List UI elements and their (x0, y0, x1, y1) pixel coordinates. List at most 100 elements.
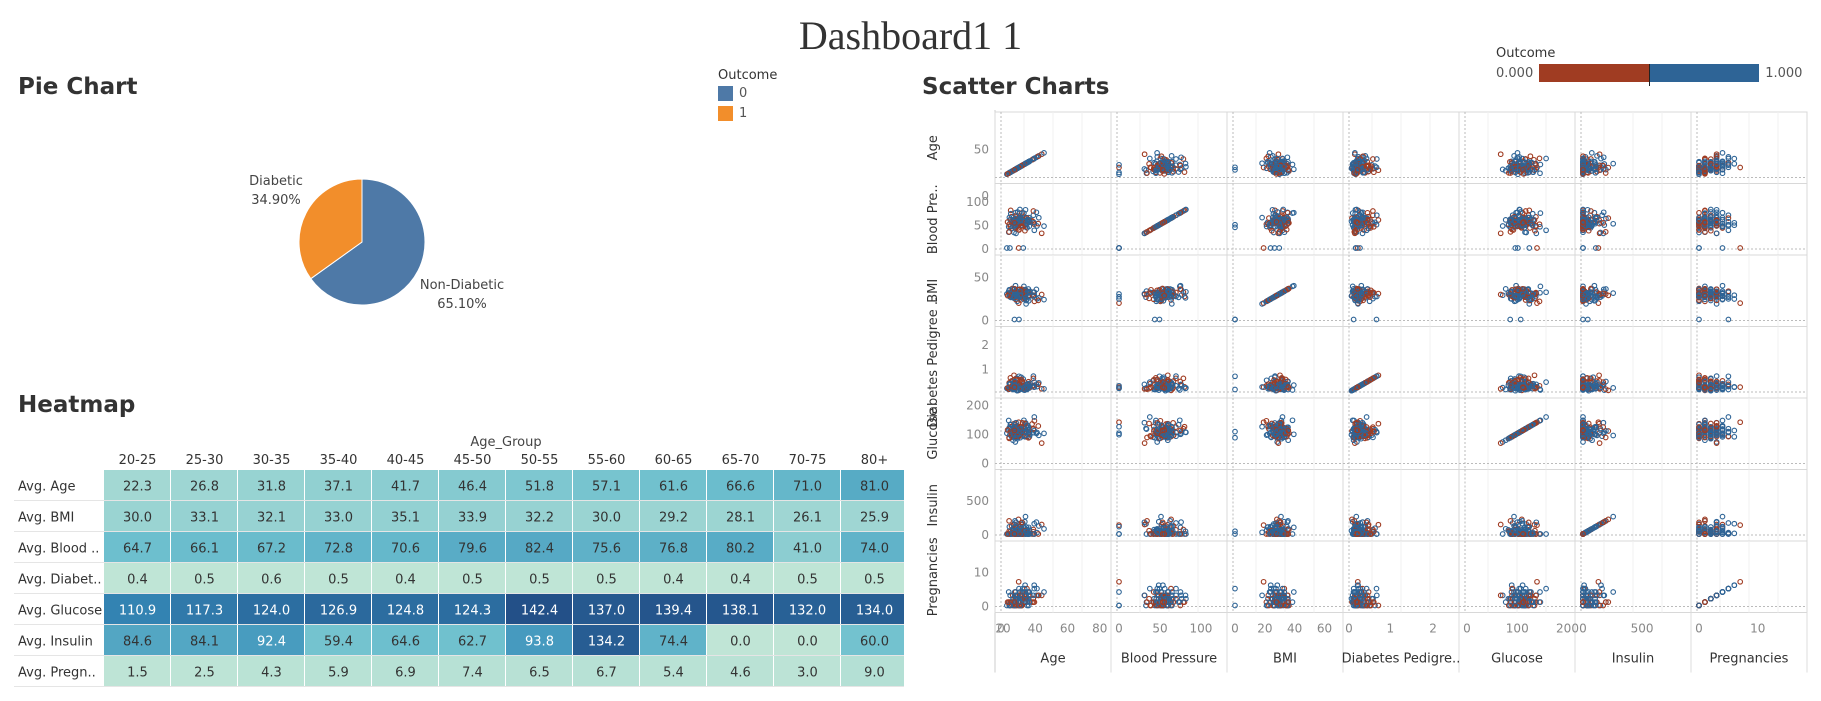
heatmap-cell[interactable] (439, 625, 505, 655)
heatmap-cell[interactable] (506, 594, 572, 624)
heatmap-cell[interactable] (372, 563, 438, 593)
heatmap-cell[interactable] (372, 594, 438, 624)
heatmap-cell[interactable] (774, 594, 840, 624)
heatmap-cell[interactable] (104, 656, 170, 686)
heatmap-cell[interactable] (439, 594, 505, 624)
heatmap-cell[interactable] (171, 501, 237, 531)
heatmap-cell[interactable] (439, 563, 505, 593)
heatmap-cell[interactable] (104, 563, 170, 593)
heatmap-cell[interactable] (305, 563, 371, 593)
heatmap-cell[interactable] (640, 563, 706, 593)
scatter-point (1022, 160, 1029, 167)
heatmap-cell[interactable] (104, 625, 170, 655)
heatmap-cell[interactable] (171, 625, 237, 655)
heatmap-cell[interactable] (841, 501, 904, 531)
heatmap-cell[interactable] (506, 563, 572, 593)
heatmap-cell[interactable] (305, 501, 371, 531)
heatmap-cell[interactable] (573, 470, 639, 500)
heatmap-cell[interactable] (439, 532, 505, 562)
heatmap-cell[interactable] (372, 532, 438, 562)
scatter-point (1509, 226, 1515, 233)
heatmap-cell[interactable] (841, 563, 904, 593)
heatmap-cell[interactable] (104, 501, 170, 531)
heatmap-cell[interactable] (707, 470, 773, 500)
heatmap-cell[interactable] (841, 532, 904, 562)
pie-legend-item-1[interactable]: 1 (718, 103, 777, 123)
heatmap-cell[interactable] (238, 563, 304, 593)
heatmap-cell[interactable] (640, 532, 706, 562)
heatmap-cell[interactable] (238, 625, 304, 655)
heatmap-cell[interactable] (305, 470, 371, 500)
heatmap-cell[interactable] (707, 625, 773, 655)
scatter-point (1600, 154, 1607, 161)
heatmap-cell[interactable] (104, 594, 170, 624)
heatmap-cell-value: 28.1 (726, 511, 755, 526)
heatmap-cell[interactable] (104, 470, 170, 500)
heatmap-cell[interactable] (774, 470, 840, 500)
heatmap-cell[interactable] (640, 594, 706, 624)
heatmap-cell[interactable] (372, 470, 438, 500)
heatmap-cell[interactable] (841, 656, 904, 686)
pie-legend[interactable]: Outcome 0 1 (718, 68, 777, 123)
heatmap-cell[interactable] (774, 625, 840, 655)
heatmap-cell[interactable] (774, 532, 840, 562)
heatmap-cell[interactable] (506, 532, 572, 562)
heatmap-cell[interactable] (573, 656, 639, 686)
heatmap-cell[interactable] (573, 532, 639, 562)
pie-slice-diabetic[interactable] (298, 178, 363, 280)
heatmap-cell[interactable] (439, 656, 505, 686)
heatmap-cell[interactable] (640, 656, 706, 686)
heatmap-cell[interactable] (439, 470, 505, 500)
heatmap-cell[interactable] (171, 563, 237, 593)
heatmap-cell[interactable] (305, 532, 371, 562)
heatmap-cell[interactable] (707, 656, 773, 686)
heatmap-cell[interactable] (640, 625, 706, 655)
heatmap-cell[interactable] (238, 532, 304, 562)
heatmap-cell[interactable] (238, 656, 304, 686)
heatmap-cell[interactable] (238, 501, 304, 531)
heatmap-cell[interactable] (305, 656, 371, 686)
heatmap-cell[interactable] (707, 563, 773, 593)
outcome-color-legend[interactable]: Outcome 0.000 1.000 (1496, 46, 1802, 86)
heatmap-cell[interactable] (372, 625, 438, 655)
heatmap-cell[interactable] (171, 594, 237, 624)
heatmap-cell[interactable] (707, 532, 773, 562)
heatmap-cell[interactable] (506, 625, 572, 655)
heatmap-cell[interactable] (774, 563, 840, 593)
pie-chart[interactable] (200, 140, 520, 340)
heatmap-cell[interactable] (707, 501, 773, 531)
heatmap-cell[interactable] (305, 625, 371, 655)
heatmap-cell[interactable] (506, 656, 572, 686)
heatmap-cell[interactable] (573, 594, 639, 624)
heatmap-cell[interactable] (774, 656, 840, 686)
heatmap-cell[interactable] (305, 594, 371, 624)
heatmap-cell[interactable] (774, 501, 840, 531)
heatmap-cell[interactable] (439, 501, 505, 531)
heatmap-cell-value: 0.0 (797, 635, 818, 650)
heatmap-cell[interactable] (171, 532, 237, 562)
scatter-point (1035, 214, 1042, 221)
heatmap-cell[interactable] (841, 470, 904, 500)
heatmap-cell[interactable] (640, 501, 706, 531)
heatmap-cell[interactable] (841, 594, 904, 624)
heatmap-cell[interactable] (640, 470, 706, 500)
heatmap-cell[interactable] (104, 532, 170, 562)
heatmap-cell[interactable] (372, 656, 438, 686)
heatmap-cell[interactable] (372, 501, 438, 531)
heatmap-cell[interactable] (506, 501, 572, 531)
heatmap-cell[interactable] (707, 594, 773, 624)
pie-slice-non-diabetic[interactable] (310, 178, 426, 306)
heatmap-cell[interactable] (573, 563, 639, 593)
heatmap-cell-value: 30.0 (592, 511, 621, 526)
heatmap-cell[interactable] (841, 625, 904, 655)
heatmap-cell[interactable] (171, 470, 237, 500)
heatmap-cell[interactable] (506, 470, 572, 500)
pie-legend-item-0[interactable]: 0 (718, 83, 777, 103)
heatmap-cell[interactable] (573, 625, 639, 655)
heatmap-cell[interactable] (573, 501, 639, 531)
heatmap-cell[interactable] (171, 656, 237, 686)
heatmap-cell[interactable] (238, 594, 304, 624)
heatmap-cell[interactable] (238, 470, 304, 500)
